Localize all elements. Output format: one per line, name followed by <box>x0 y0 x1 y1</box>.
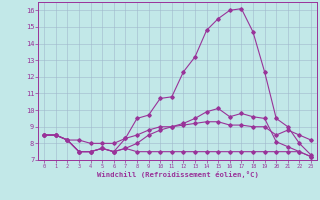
X-axis label: Windchill (Refroidissement éolien,°C): Windchill (Refroidissement éolien,°C) <box>97 171 259 178</box>
